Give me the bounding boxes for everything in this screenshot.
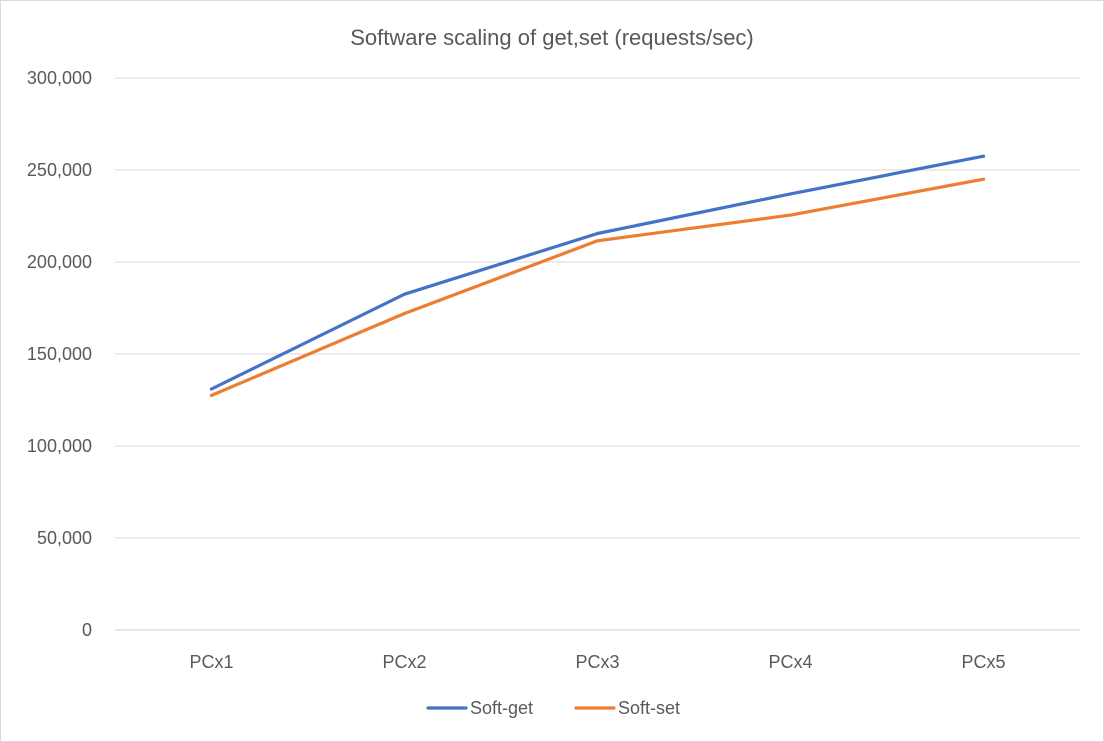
data-point-soft-set xyxy=(402,311,407,316)
data-point-soft-get xyxy=(209,387,214,391)
gridlines xyxy=(115,77,1080,539)
data-point-soft-set xyxy=(981,177,986,181)
legend-item-soft-get: Soft-get xyxy=(426,698,533,718)
data-point-soft-get xyxy=(788,192,793,196)
y-tick-label: 50,000 xyxy=(37,528,92,548)
legend-item-soft-set: Soft-set xyxy=(574,698,680,718)
x-axis: PCx1 PCx2 PCx3 PCx4 PCx5 xyxy=(115,629,1080,672)
y-axis: 0 50,000 100,000 150,000 200,000 250,000 300,0… xyxy=(27,68,92,640)
x-tick-label: PCx4 xyxy=(768,652,812,672)
y-tick-label: 300,000 xyxy=(27,68,92,88)
data-point-soft-set xyxy=(788,213,793,217)
data-point-soft-set xyxy=(595,239,600,243)
y-tick-label: 150,000 xyxy=(27,344,92,364)
series-lines xyxy=(209,154,986,397)
legend-label: Soft-set xyxy=(618,698,680,718)
y-tick-label: 0 xyxy=(82,620,92,640)
y-tick-label: 250,000 xyxy=(27,160,92,180)
series-line-soft-set xyxy=(209,177,986,397)
x-tick-label: PCx1 xyxy=(189,652,233,672)
legend-label: Soft-get xyxy=(470,698,533,718)
data-point-soft-set xyxy=(209,393,214,397)
data-point-soft-get xyxy=(402,292,407,296)
data-point-soft-get xyxy=(981,154,986,158)
x-tick-label: PCx5 xyxy=(961,652,1005,672)
chart-title: Software scaling of get,set (requests/se… xyxy=(350,25,754,50)
x-tick-label: PCx3 xyxy=(575,652,619,672)
y-tick-label: 200,000 xyxy=(27,252,92,272)
data-point-soft-get xyxy=(595,231,600,236)
legend: Soft-get Soft-set xyxy=(426,698,680,718)
y-tick-label: 100,000 xyxy=(27,436,92,456)
x-tick-label: PCx2 xyxy=(382,652,426,672)
